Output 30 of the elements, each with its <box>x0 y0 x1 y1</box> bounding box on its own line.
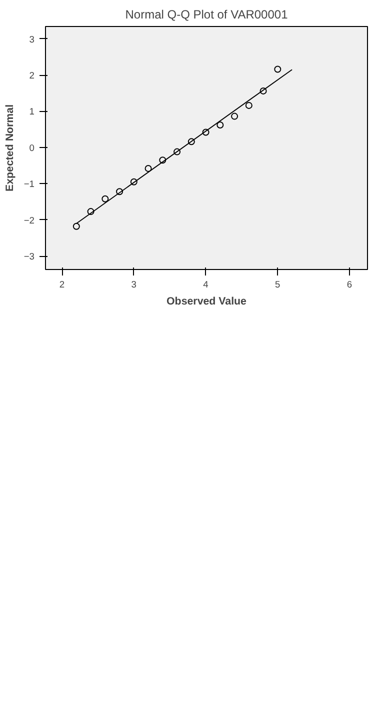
y-tick-label: −1 <box>24 179 35 190</box>
point <box>245 102 252 109</box>
point <box>274 66 282 73</box>
y-tick-label: 3 <box>29 34 35 44</box>
point <box>102 195 109 202</box>
point <box>87 208 94 216</box>
x-tick-label: 6 <box>346 280 352 290</box>
point <box>144 164 152 172</box>
point <box>116 188 124 196</box>
x-tick-label: 4 <box>203 280 208 290</box>
point <box>174 148 181 156</box>
point <box>188 138 195 146</box>
point <box>216 122 224 128</box>
point <box>202 128 210 136</box>
y-tick-label: 1 <box>29 106 35 117</box>
y-tick-label: 0 <box>29 142 35 153</box>
y-axis-title: Expected Normal <box>4 104 16 192</box>
point <box>231 112 238 120</box>
x-axis-title: Observed Value <box>166 296 247 308</box>
x-tick-label: 5 <box>275 280 280 290</box>
chart-title: Normal Q-Q Plot of VAR00001 <box>125 8 288 22</box>
point <box>130 178 138 186</box>
point <box>72 222 80 230</box>
y-tick-label: −2 <box>24 215 35 226</box>
point <box>260 87 267 94</box>
x-tick-label: 2 <box>59 280 65 290</box>
point <box>159 156 166 164</box>
y-tick-label: −3 <box>24 252 35 262</box>
y-tick-label: 2 <box>29 70 35 81</box>
x-tick-label: 3 <box>131 280 137 290</box>
